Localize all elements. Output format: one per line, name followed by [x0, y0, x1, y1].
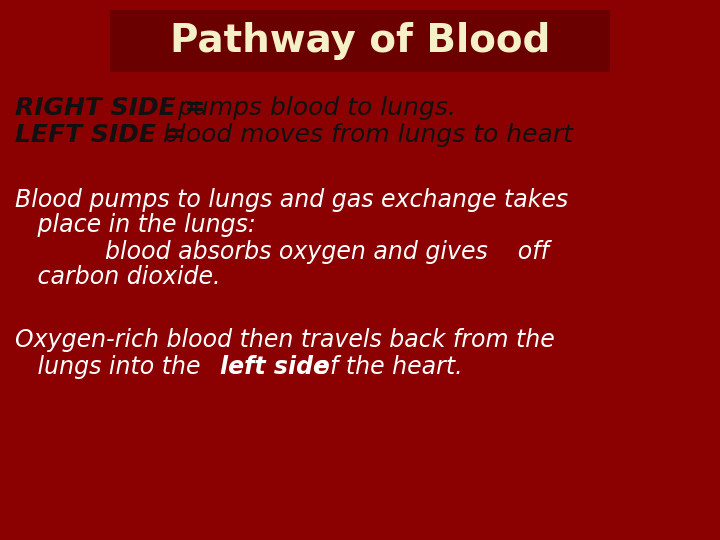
Text: Oxygen-rich blood then travels back from the: Oxygen-rich blood then travels back from…: [15, 328, 554, 352]
Text: RIGHT SIDE =: RIGHT SIDE =: [15, 96, 215, 120]
Text: left side: left side: [220, 355, 329, 379]
Text: place in the lungs:: place in the lungs:: [15, 213, 256, 237]
Text: blood absorbs oxygen and gives    off: blood absorbs oxygen and gives off: [15, 240, 549, 264]
Text: LEFT SIDE =: LEFT SIDE =: [15, 123, 194, 147]
Text: Pathway of Blood: Pathway of Blood: [170, 22, 550, 60]
Text: pumps blood to lungs.: pumps blood to lungs.: [177, 96, 456, 120]
Text: Blood pumps to lungs and gas exchange takes: Blood pumps to lungs and gas exchange ta…: [15, 188, 568, 212]
FancyBboxPatch shape: [110, 10, 610, 72]
Text: carbon dioxide.: carbon dioxide.: [15, 265, 220, 289]
Text: lungs into the: lungs into the: [15, 355, 208, 379]
Text: blood moves from lungs to heart: blood moves from lungs to heart: [163, 123, 573, 147]
Text: of the heart.: of the heart.: [308, 355, 463, 379]
